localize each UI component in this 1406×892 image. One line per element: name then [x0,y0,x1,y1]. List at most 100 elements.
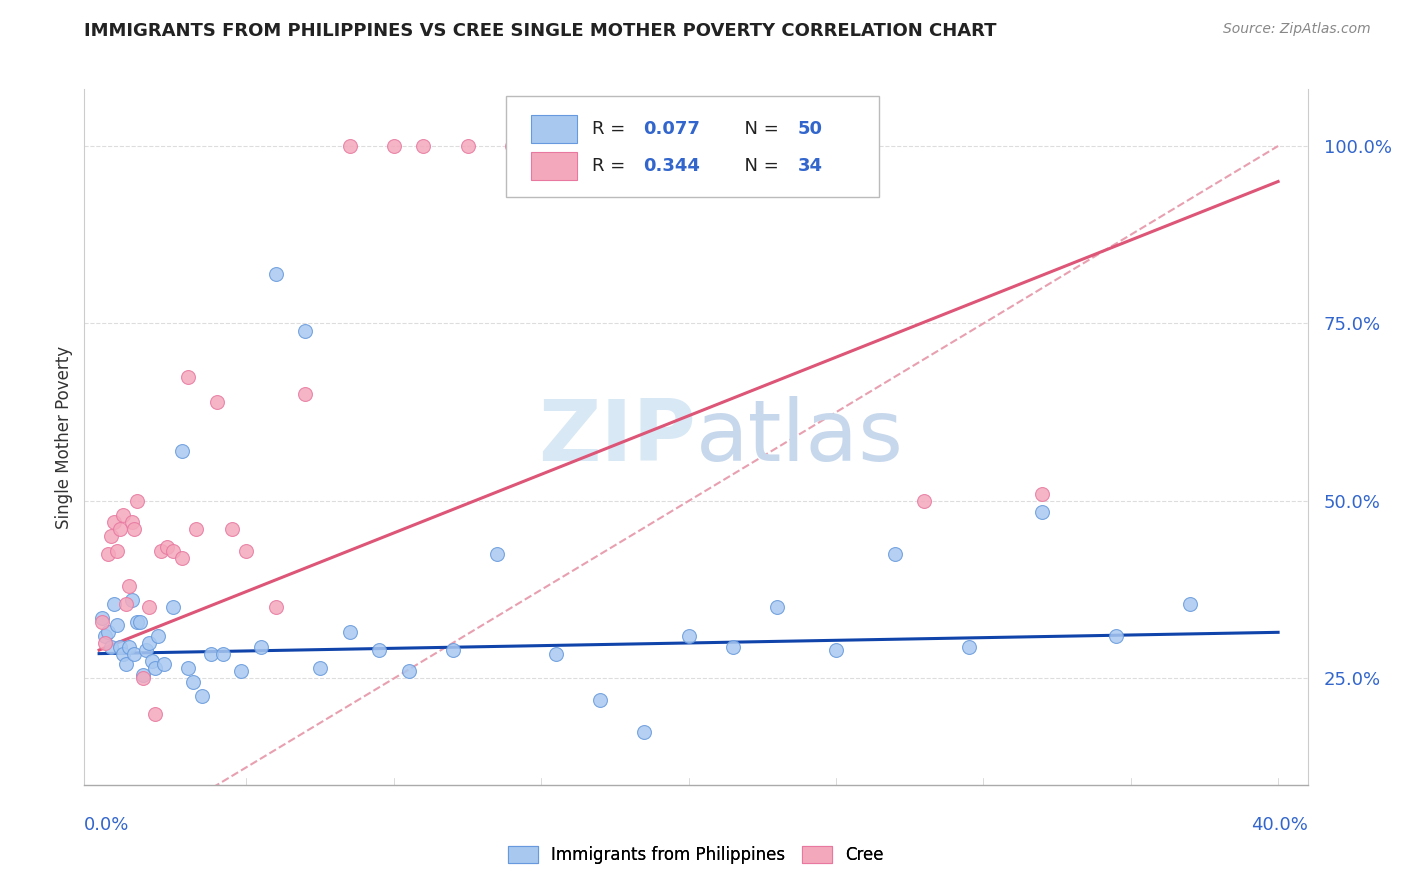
Point [294,387,316,401]
Point [633,724,655,739]
Point [143,706,166,721]
Point [105,618,128,632]
Point [127,494,149,508]
Point [294,324,316,338]
Text: atlas: atlas [696,395,904,479]
Point [183,675,205,690]
Point [124,647,146,661]
Text: ZIP: ZIP [538,395,696,479]
Point [186,522,208,536]
Text: IMMIGRANTS FROM PHILIPPINES VS CREE SINGLE MOTHER POVERTY CORRELATION CHART: IMMIGRANTS FROM PHILIPPINES VS CREE SING… [84,22,997,40]
Point [150,543,173,558]
Point [108,640,131,654]
Point [121,516,143,530]
Point [412,139,434,153]
Point [138,636,160,650]
Point [146,629,169,643]
Text: 34: 34 [797,157,823,175]
Point [544,647,567,661]
Point [111,647,134,661]
Point [957,640,980,654]
Point [100,640,122,654]
Point [912,494,935,508]
Point [117,640,139,654]
Point [121,593,143,607]
Point [1178,597,1201,611]
Y-axis label: Single Mother Poverty: Single Mother Poverty [55,345,73,529]
Point [129,615,152,629]
Point [114,657,136,672]
Point [132,668,155,682]
Text: R =: R = [592,157,631,175]
Point [124,522,146,536]
Legend: Immigrants from Philippines, Cree: Immigrants from Philippines, Cree [502,839,890,871]
Point [398,665,420,679]
Text: 40.0%: 40.0% [1251,816,1308,834]
Text: 50: 50 [797,120,823,138]
Point [1031,487,1053,501]
Point [114,597,136,611]
Point [825,643,848,657]
Text: R =: R = [592,120,631,138]
Text: 0.0%: 0.0% [84,816,129,834]
Text: N =: N = [733,157,785,175]
Point [97,547,120,561]
Point [162,543,184,558]
Point [111,508,134,523]
Point [117,579,139,593]
Point [127,615,149,629]
Point [766,600,789,615]
Point [441,643,464,657]
Point [162,600,184,615]
Point [1031,505,1053,519]
FancyBboxPatch shape [506,96,880,197]
Bar [531,152,578,179]
Point [339,625,361,640]
Point [229,665,252,679]
Point [156,540,179,554]
Point [382,139,405,153]
Text: Source: ZipAtlas.com: Source: ZipAtlas.com [1223,22,1371,37]
Point [205,394,228,409]
Point [105,543,128,558]
Point [91,615,114,629]
Point [100,529,122,543]
Point [143,661,166,675]
Point [141,654,163,668]
Point [589,692,612,706]
Point [176,369,198,384]
Text: 0.077: 0.077 [644,120,700,138]
Point [678,629,700,643]
Point [135,643,157,657]
Point [138,600,160,615]
Point [457,139,479,153]
Bar [531,115,578,143]
Point [368,643,391,657]
Point [108,522,131,536]
Point [485,547,508,561]
Point [501,139,523,153]
Point [339,139,361,153]
Point [103,597,125,611]
Point [221,522,243,536]
Point [103,516,125,530]
Point [264,600,287,615]
Point [153,657,176,672]
Point [309,661,332,675]
Point [1105,629,1128,643]
Point [250,640,273,654]
Point [91,611,114,625]
Point [170,444,193,458]
Point [170,550,193,565]
Point [176,661,198,675]
Point [264,267,287,281]
Text: 0.344: 0.344 [644,157,700,175]
Text: N =: N = [733,120,785,138]
Point [200,647,222,661]
Point [94,629,117,643]
Point [97,625,120,640]
Point [884,547,907,561]
Point [235,543,257,558]
Point [212,647,235,661]
Point [191,690,214,704]
